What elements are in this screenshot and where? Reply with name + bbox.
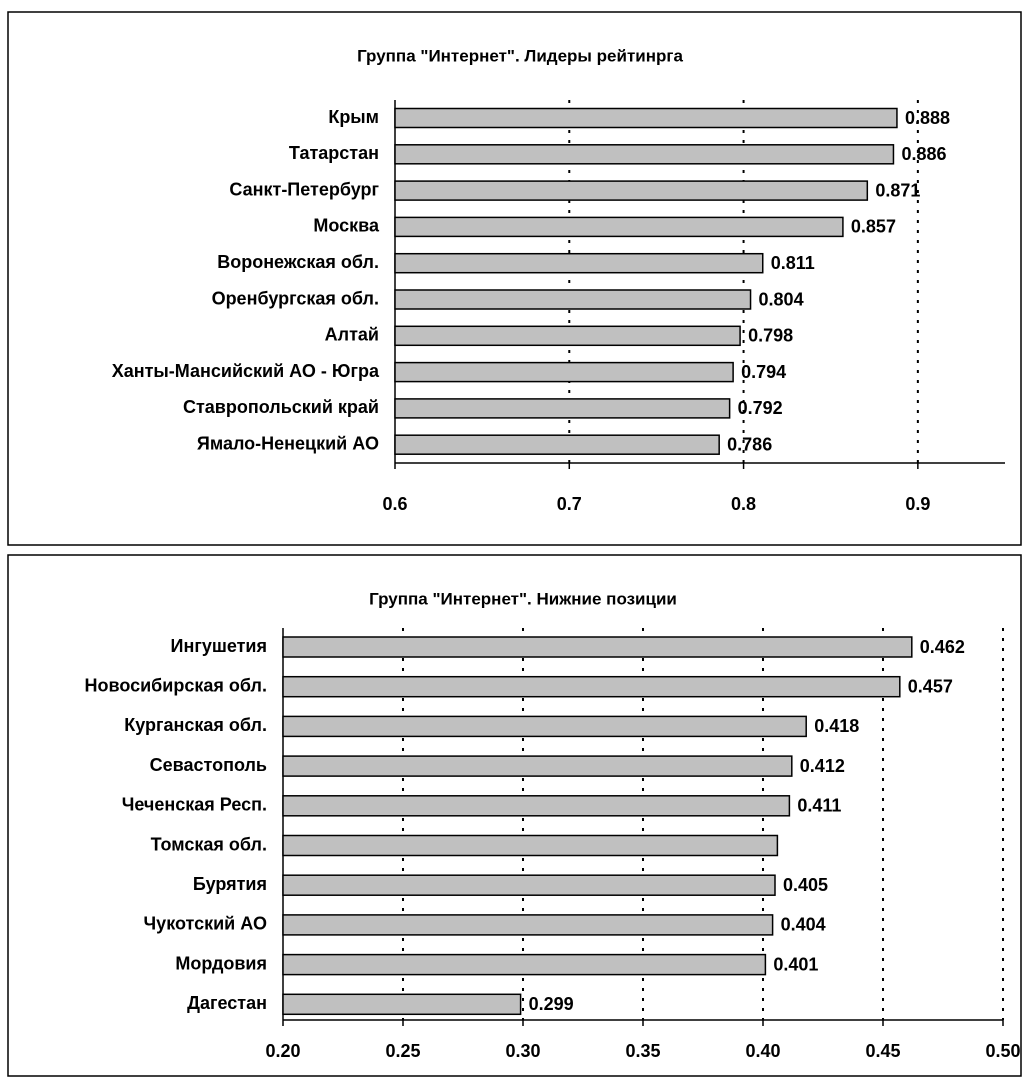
data-label: 0.794: [741, 362, 786, 382]
chart-frame: [7, 11, 1022, 546]
chart-frame: [7, 554, 1022, 1077]
x-tick-label: 0.30: [505, 1041, 540, 1061]
bar: [394, 216, 844, 238]
bar: [282, 914, 774, 936]
data-label: 0.888: [905, 108, 950, 128]
data-label: 0.804: [759, 289, 804, 309]
category-label: Ставропольский край: [183, 397, 379, 417]
bar: [282, 953, 767, 976]
bar: [282, 715, 807, 738]
data-label: 0.798: [748, 326, 793, 346]
bar: [394, 289, 752, 310]
bar: [282, 874, 776, 896]
category-label: Дагестан: [187, 993, 267, 1013]
data-label: 0.811: [771, 253, 815, 273]
category-label: Москва: [313, 216, 380, 236]
category-label: Томская обл.: [151, 834, 267, 854]
x-tick-label: 0.6: [382, 494, 407, 514]
category-label: Чукотский АО: [144, 914, 267, 934]
x-tick-label: 0.35: [625, 1041, 660, 1061]
category-label: Чеченская Респ.: [122, 795, 267, 815]
data-label: 0.457: [908, 676, 953, 696]
bar: [394, 325, 741, 347]
category-label: Санкт-Петербург: [229, 179, 379, 199]
data-label: 0.404: [781, 915, 826, 935]
data-label: 0.411: [797, 796, 841, 816]
category-label: Ингушетия: [171, 636, 267, 656]
chart-title: Группа "Интернет". Нижние позиции: [369, 589, 677, 608]
category-label: Курганская обл.: [124, 715, 267, 735]
data-label: 0.462: [920, 637, 965, 657]
x-tick-label: 0.20: [265, 1041, 300, 1061]
category-label: Севастополь: [150, 755, 267, 775]
x-tick-label: 0.45: [865, 1041, 900, 1061]
x-tick-label: 0.7: [557, 494, 582, 514]
data-label: 0.886: [901, 144, 946, 164]
bar: [394, 434, 720, 455]
x-tick-label: 0.50: [985, 1041, 1020, 1061]
x-tick-label: 0.9: [905, 494, 930, 514]
bar: [282, 993, 522, 1016]
bar: [282, 636, 913, 658]
data-label: 0.871: [875, 180, 920, 200]
category-label: Новосибирская обл.: [85, 675, 267, 695]
chart-title: Группа "Интернет". Лидеры рейтинрга: [357, 46, 683, 65]
bar: [394, 107, 898, 129]
bar: [394, 180, 869, 201]
data-label: 0.412: [800, 756, 845, 776]
category-label: Оренбургская обл.: [212, 288, 379, 308]
category-label: Ямало-Ненецкий АО: [197, 433, 379, 453]
x-tick-label: 0.40: [745, 1041, 780, 1061]
category-label: Татарстан: [289, 143, 379, 163]
bar: [282, 795, 791, 817]
bar: [282, 834, 779, 857]
data-label: 0.299: [529, 994, 574, 1014]
data-label: 0.401: [773, 954, 818, 974]
data-label: 0.418: [814, 716, 859, 736]
bar: [394, 144, 895, 165]
category-label: Крым: [328, 107, 379, 127]
bar: [282, 755, 793, 777]
bar: [394, 361, 734, 383]
bar: [394, 398, 731, 419]
bar: [394, 252, 764, 274]
data-label: 0.786: [727, 434, 772, 454]
category-label: Мордовия: [175, 953, 267, 973]
data-label: 0.405: [783, 875, 828, 895]
category-label: Ханты-Мансийский АО - Югра: [112, 361, 380, 381]
x-tick-label: 0.25: [385, 1041, 420, 1061]
category-label: Алтай: [325, 325, 379, 345]
x-tick-label: 0.8: [731, 494, 756, 514]
category-label: Бурятия: [193, 874, 267, 894]
data-label: 0.792: [738, 398, 783, 418]
data-label: 0.857: [851, 217, 896, 237]
bar: [282, 675, 901, 698]
category-label: Воронежская обл.: [217, 252, 379, 272]
